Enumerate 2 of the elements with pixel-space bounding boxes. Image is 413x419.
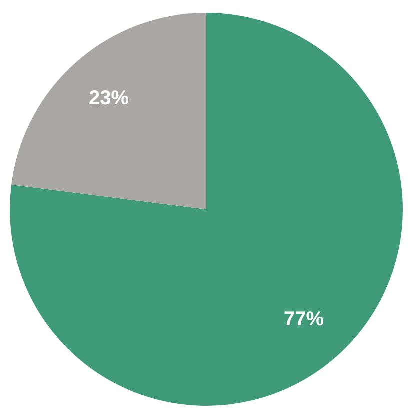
data-label: 77% [284,308,324,331]
data-label: 23% [89,87,130,110]
